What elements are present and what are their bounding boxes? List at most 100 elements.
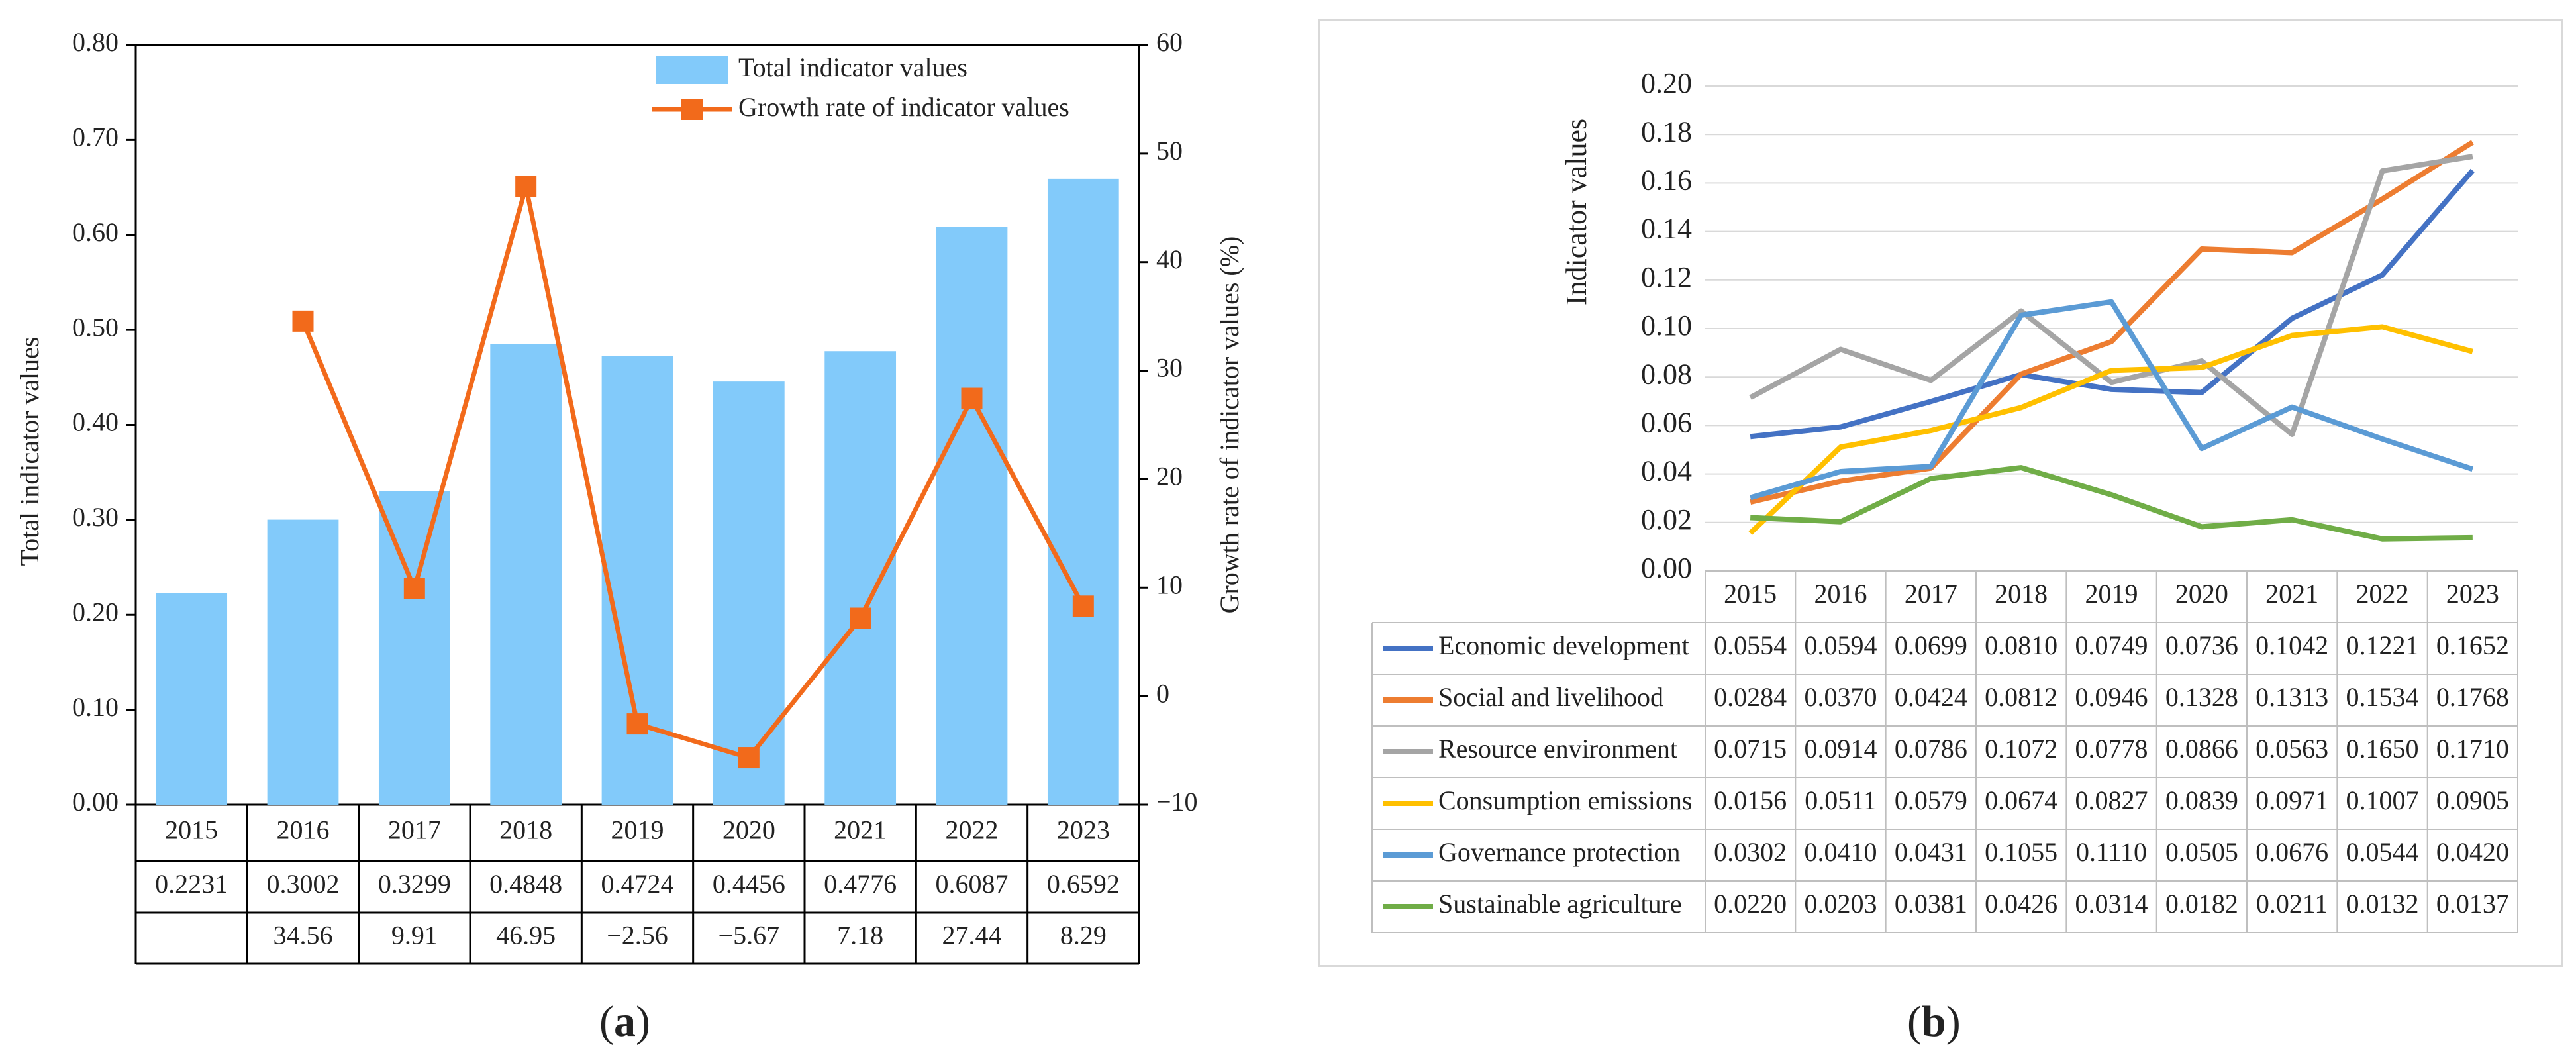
series-value-b: 0.0946: [2075, 682, 2148, 712]
left-tick-label: 0.30: [72, 502, 119, 532]
series-value-b: 0.0410: [1805, 837, 1877, 867]
series-value-b: 0.0866: [2165, 734, 2238, 764]
series-value-b: 0.1328: [2165, 682, 2238, 712]
bar-total: [824, 351, 897, 805]
series-line: [1748, 324, 2473, 535]
series-value-b: 0.0812: [1985, 682, 2057, 712]
series-value-b: 0.0220: [1714, 889, 1787, 919]
series-line: [1750, 140, 2474, 505]
bar-total: [936, 227, 1008, 805]
year-label-b: 2018: [1995, 579, 2048, 609]
series-value-b: 0.0203: [1805, 889, 1877, 919]
year-label: 2019: [611, 815, 664, 845]
series-value-b: 0.0302: [1714, 837, 1787, 867]
y-tick-label-b: 0.14: [1641, 213, 1692, 245]
series-value-b: 0.0749: [2075, 631, 2148, 660]
series-value-b: 0.1650: [2346, 734, 2419, 764]
growth-marker: [626, 713, 648, 735]
series-value-b: 0.0182: [2165, 889, 2238, 919]
total-value-label: 0.4724: [601, 869, 674, 899]
series-value-b: 0.0420: [2436, 837, 2509, 867]
series-value-b: 0.0676: [2255, 837, 2328, 867]
growth-value-label: 9.91: [391, 921, 438, 950]
y-axis-label-b: Indicator values: [1560, 119, 1593, 305]
caption-b: (b): [1907, 997, 1961, 1046]
growth-value-label: 27.44: [942, 921, 1002, 950]
series-value-b: 0.0674: [1985, 785, 2057, 815]
growth-marker: [1072, 595, 1094, 617]
left-tick-label: 0.60: [72, 217, 119, 247]
series-value-b: 0.0905: [2436, 785, 2509, 815]
series-line: [1749, 154, 2473, 437]
year-label: 2022: [946, 815, 999, 845]
series-name-b: Governance protection: [1438, 837, 1680, 867]
y-tick-label-b: 0.00: [1641, 552, 1692, 584]
total-value-label: 0.3002: [267, 869, 340, 899]
left-tick-label: 0.40: [72, 407, 119, 437]
series-name-b: Economic development: [1438, 631, 1689, 660]
growth-marker: [515, 176, 537, 197]
left-tick-label: 0.80: [72, 27, 119, 57]
growth-marker: [961, 387, 983, 409]
series-value-b: 0.0505: [2165, 837, 2238, 867]
series-name-b: Resource environment: [1438, 734, 1677, 764]
series-line: [1750, 168, 2475, 440]
bar-total: [1047, 178, 1119, 805]
total-value-label: 0.2231: [155, 869, 228, 899]
series-value-b: 0.1652: [2436, 631, 2509, 660]
year-label-b: 2015: [1724, 579, 1777, 609]
bar-total: [490, 344, 562, 805]
right-tick-label: 40: [1156, 244, 1183, 274]
right-tick-label: 30: [1156, 353, 1183, 383]
series-value-b: 0.0810: [1985, 631, 2057, 660]
series-value-b: 0.0511: [1805, 785, 1877, 815]
year-label: 2021: [834, 815, 887, 845]
series-value-b: 0.0699: [1895, 631, 1967, 660]
right-tick-label: 60: [1156, 27, 1183, 57]
panel-b-frame: [1318, 19, 2563, 967]
series-value-b: 0.0284: [1714, 682, 1787, 712]
series-value-b: 0.0778: [2075, 734, 2148, 764]
year-label: 2015: [165, 815, 218, 845]
y-tick-label-b: 0.08: [1641, 358, 1692, 390]
right-tick-label: 50: [1156, 136, 1183, 166]
bar-total: [713, 381, 785, 805]
left-tick-label: 0.50: [72, 312, 119, 342]
series-name-b: Consumption emissions: [1438, 785, 1692, 815]
year-label-b: 2017: [1905, 579, 1957, 609]
y-tick-label-b: 0.10: [1641, 309, 1692, 342]
series-value-b: 0.1768: [2436, 682, 2509, 712]
growth-marker: [403, 578, 425, 599]
growth-marker: [738, 747, 760, 769]
series-value-b: 0.0594: [1805, 631, 1877, 660]
series-value-b: 0.0563: [2255, 734, 2328, 764]
growth-value-label: 7.18: [837, 921, 883, 950]
year-label-b: 2020: [2175, 579, 2228, 609]
series-value-b: 0.1072: [1985, 734, 2057, 764]
series-value-b: 0.0715: [1714, 734, 1787, 764]
series-value-b: 0.0914: [1805, 734, 1877, 764]
year-label-b: 2016: [1814, 579, 1867, 609]
growth-marker: [292, 310, 314, 332]
year-label-b: 2023: [2446, 579, 2499, 609]
y-axis-label-right: Growth rate of indicator values (%): [1214, 236, 1244, 614]
series-value-b: 0.1221: [2346, 631, 2419, 660]
series-value-b: 0.1534: [2346, 682, 2419, 712]
series-value-b: 0.0381: [1895, 889, 1967, 919]
series-value-b: 0.1055: [1985, 837, 2057, 867]
bar-total: [267, 519, 339, 805]
series-value-b: 0.0132: [2346, 889, 2419, 919]
year-label-b: 2022: [2356, 579, 2409, 609]
series-name-b: Sustainable agriculture: [1438, 889, 1682, 919]
series-value-b: 0.1710: [2436, 734, 2509, 764]
year-label-b: 2019: [2085, 579, 2138, 609]
year-label: 2023: [1057, 815, 1110, 845]
year-label: 2017: [388, 815, 441, 845]
series-value-b: 0.0137: [2436, 889, 2509, 919]
series-value-b: 0.0839: [2165, 785, 2238, 815]
legend-label-line: Growth rate of indicator values: [738, 92, 1069, 122]
series-value-b: 0.0786: [1895, 734, 1967, 764]
series-value-b: 0.1313: [2255, 682, 2328, 712]
series-value-b: 0.0314: [2075, 889, 2148, 919]
